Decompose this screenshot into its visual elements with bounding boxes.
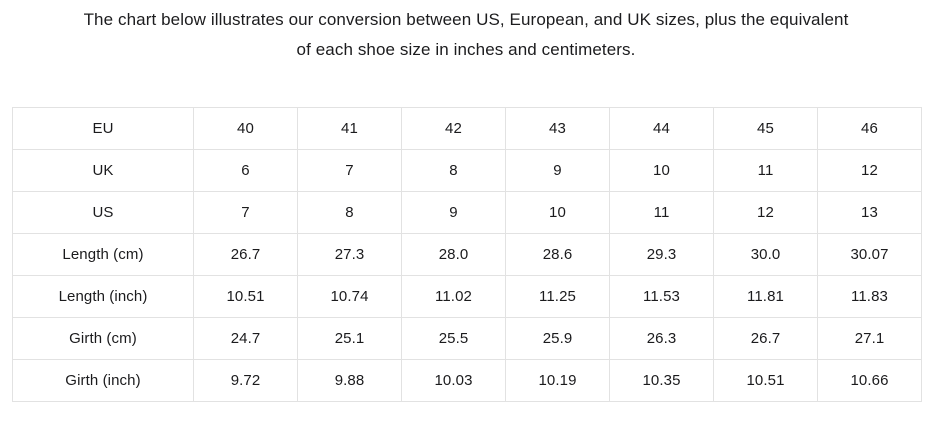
value-cell: 9: [505, 149, 610, 192]
value-cell: 25.9: [505, 317, 610, 360]
value-cell: 30.0: [713, 233, 818, 276]
table-row: UK 6 7 8 9 10 11 12: [12, 149, 922, 192]
value-cell: 8: [401, 149, 506, 192]
value-cell: 11.83: [817, 275, 922, 318]
value-cell: 26.3: [609, 317, 714, 360]
table-row: Length (cm) 26.7 27.3 28.0 28.6 29.3 30.0 30.07: [12, 233, 922, 276]
value-cell: 27.1: [817, 317, 922, 360]
value-cell: 11.25: [505, 275, 610, 318]
value-cell: 26.7: [193, 233, 298, 276]
value-cell: 13: [817, 191, 922, 234]
value-cell: 11: [609, 191, 714, 234]
value-cell: 10: [609, 149, 714, 192]
value-cell: 9: [401, 191, 506, 234]
table-row: US 7 8 9 10 11 12 13: [12, 191, 922, 234]
value-cell: 46: [817, 107, 922, 150]
value-cell: 27.3: [297, 233, 402, 276]
intro-line-2: of each shoe size in inches and centimet…: [296, 40, 636, 59]
value-cell: 45: [713, 107, 818, 150]
value-cell: 42: [401, 107, 506, 150]
row-label: Length (inch): [12, 275, 194, 318]
value-cell: 6: [193, 149, 298, 192]
value-cell: 12: [713, 191, 818, 234]
table-row: Length (inch) 10.51 10.74 11.02 11.25 11.53 11…: [12, 275, 922, 318]
table-row: Girth (cm) 24.7 25.1 25.5 25.9 26.3 26.7 27.1: [12, 317, 922, 360]
value-cell: 9.72: [193, 359, 298, 402]
value-cell: 11.81: [713, 275, 818, 318]
table-row: Girth (inch) 9.72 9.88 10.03 10.19 10.35 10.51…: [12, 359, 922, 402]
row-label: Length (cm): [12, 233, 194, 276]
value-cell: 10: [505, 191, 610, 234]
value-cell: 28.6: [505, 233, 610, 276]
value-cell: 28.0: [401, 233, 506, 276]
value-cell: 11.02: [401, 275, 506, 318]
value-cell: 7: [297, 149, 402, 192]
value-cell: 10.74: [297, 275, 402, 318]
row-label: Girth (cm): [12, 317, 194, 360]
value-cell: 25.1: [297, 317, 402, 360]
size-table-body: EU 40 41 42 43 44 45 46 UK 6 7 8 9 10 11 12 US 7 8 9 10 11 12 1…: [12, 107, 922, 402]
row-label: Girth (inch): [12, 359, 194, 402]
size-conversion-table: EU 40 41 42 43 44 45 46 UK 6 7 8 9 10 11 12 US 7 8 9 10 11 12 1…: [12, 107, 922, 402]
value-cell: 10.03: [401, 359, 506, 402]
value-cell: 12: [817, 149, 922, 192]
value-cell: 29.3: [609, 233, 714, 276]
value-cell: 7: [193, 191, 298, 234]
value-cell: 10.51: [193, 275, 298, 318]
row-label: UK: [12, 149, 194, 192]
value-cell: 10.35: [609, 359, 714, 402]
value-cell: 44: [609, 107, 714, 150]
value-cell: 40: [193, 107, 298, 150]
value-cell: 10.19: [505, 359, 610, 402]
value-cell: 43: [505, 107, 610, 150]
value-cell: 10.66: [817, 359, 922, 402]
value-cell: 11.53: [609, 275, 714, 318]
value-cell: 25.5: [401, 317, 506, 360]
intro-text: The chart below illustrates our conversi…: [0, 0, 932, 65]
value-cell: 8: [297, 191, 402, 234]
row-label: EU: [12, 107, 194, 150]
row-label: US: [12, 191, 194, 234]
value-cell: 30.07: [817, 233, 922, 276]
intro-line-1: The chart below illustrates our conversi…: [83, 10, 849, 29]
value-cell: 9.88: [297, 359, 402, 402]
value-cell: 24.7: [193, 317, 298, 360]
value-cell: 10.51: [713, 359, 818, 402]
table-row: EU 40 41 42 43 44 45 46: [12, 107, 922, 150]
value-cell: 11: [713, 149, 818, 192]
value-cell: 41: [297, 107, 402, 150]
value-cell: 26.7: [713, 317, 818, 360]
